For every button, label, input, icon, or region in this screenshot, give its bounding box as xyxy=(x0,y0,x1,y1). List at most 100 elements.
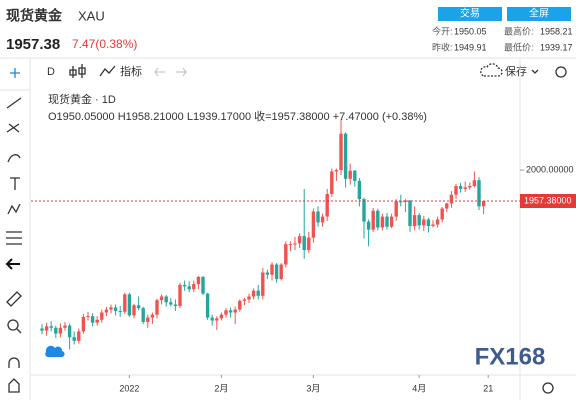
candle-body xyxy=(178,284,182,306)
save-button[interactable]: 保存 xyxy=(505,64,527,78)
x-tick-label: 2022 xyxy=(119,383,139,393)
x-tick-label: 4月 xyxy=(412,383,426,393)
candle-body xyxy=(274,264,279,280)
candle-body xyxy=(224,310,228,315)
candle-body xyxy=(150,314,155,318)
candle-body xyxy=(339,133,343,171)
candle-body xyxy=(63,325,67,328)
candle-body xyxy=(311,211,316,238)
logo-icon xyxy=(45,345,65,358)
candle-body xyxy=(238,300,242,310)
stat-label: 昨收: xyxy=(432,41,453,52)
undo-redo[interactable] xyxy=(154,67,187,77)
candle-body xyxy=(100,312,104,320)
candle-body xyxy=(233,309,237,313)
candle-body xyxy=(265,272,270,275)
candle-body xyxy=(468,186,472,188)
candle-body xyxy=(307,237,311,250)
candle-body xyxy=(58,327,63,334)
candle-body xyxy=(422,219,426,226)
candle-body xyxy=(357,180,362,200)
candle-body xyxy=(302,236,306,250)
candle-body xyxy=(159,296,164,301)
watermark: FX168 xyxy=(475,343,546,370)
interval-button[interactable]: D xyxy=(47,66,55,78)
candle-body xyxy=(334,170,339,172)
candle-body xyxy=(417,215,421,226)
candle-body xyxy=(261,272,265,296)
last-price: 1957.38 xyxy=(6,36,60,53)
candle-body xyxy=(141,308,145,322)
candle-body xyxy=(362,199,366,222)
candle-body xyxy=(366,221,371,230)
candle-body xyxy=(454,186,458,195)
candle-body xyxy=(431,224,435,227)
indicator-button[interactable]: 指标 xyxy=(120,64,142,78)
axis-settings[interactable] xyxy=(542,382,554,394)
candle-body xyxy=(54,327,58,334)
trade-button[interactable] xyxy=(438,7,502,21)
candle-body xyxy=(440,208,444,220)
stat-value: 1939.17 xyxy=(540,42,573,52)
candle-body xyxy=(77,331,81,341)
instrument-name: 现货黄金 xyxy=(6,8,63,24)
candle-body xyxy=(90,316,95,323)
candle-body xyxy=(288,244,293,246)
candle-body xyxy=(169,302,173,305)
candle-body xyxy=(348,170,352,179)
candle-body xyxy=(458,186,463,189)
candle-body xyxy=(394,201,398,217)
fullscreen-button[interactable] xyxy=(507,7,571,21)
cloud-icon[interactable] xyxy=(480,63,503,77)
candle-body xyxy=(380,216,385,228)
candle-body xyxy=(325,194,329,217)
candle-body xyxy=(219,314,224,319)
candle-body xyxy=(109,307,113,310)
candle-body xyxy=(449,194,454,204)
candle-body xyxy=(104,309,109,313)
candle-body xyxy=(463,187,467,189)
candle-body xyxy=(481,201,486,207)
candle-body xyxy=(343,133,348,179)
candle-body xyxy=(49,326,53,328)
settings-icon[interactable] xyxy=(555,66,567,78)
candle-body xyxy=(173,304,178,306)
price-tag xyxy=(520,194,576,209)
candle-body xyxy=(435,219,440,225)
stat-label: 最高价: xyxy=(504,25,534,36)
candle-body xyxy=(187,286,191,290)
candle-body xyxy=(67,325,72,338)
plot: 2000.00000 2022 2月 3月 4月 21 1957.38000 xyxy=(31,58,576,400)
candle-body xyxy=(376,210,380,228)
candle-body xyxy=(86,316,90,318)
candle-body xyxy=(40,328,44,331)
candle-body xyxy=(215,318,219,321)
candle-body xyxy=(412,215,417,227)
candle-body xyxy=(403,200,408,203)
candle-body xyxy=(242,299,247,301)
candle-body xyxy=(426,219,431,227)
candle-body xyxy=(127,294,132,316)
candle-body xyxy=(399,201,403,203)
candle-body xyxy=(316,211,320,223)
fullscreen-button-label[interactable]: 全屏 xyxy=(529,7,549,20)
x-tick-label: 21 xyxy=(483,383,493,393)
save-dropdown[interactable] xyxy=(531,69,539,74)
x-tick-label: 2月 xyxy=(214,383,228,393)
stat-label: 今开: xyxy=(432,25,453,36)
candle-body xyxy=(247,296,251,300)
candle-body xyxy=(136,305,141,309)
candle-body xyxy=(155,300,159,315)
drawing-tools[interactable] xyxy=(5,68,22,393)
chart-type-icon[interactable] xyxy=(69,64,86,78)
candle-body xyxy=(297,236,302,244)
candle-body xyxy=(123,294,127,312)
candle-body xyxy=(81,316,86,332)
candle-body xyxy=(284,244,288,265)
candle-body xyxy=(320,216,325,223)
trade-button-label[interactable]: 交易 xyxy=(460,7,480,20)
candle-body xyxy=(164,296,168,303)
candle-body xyxy=(293,243,297,245)
indicator-icon[interactable] xyxy=(99,65,116,77)
candle-body xyxy=(196,276,201,285)
